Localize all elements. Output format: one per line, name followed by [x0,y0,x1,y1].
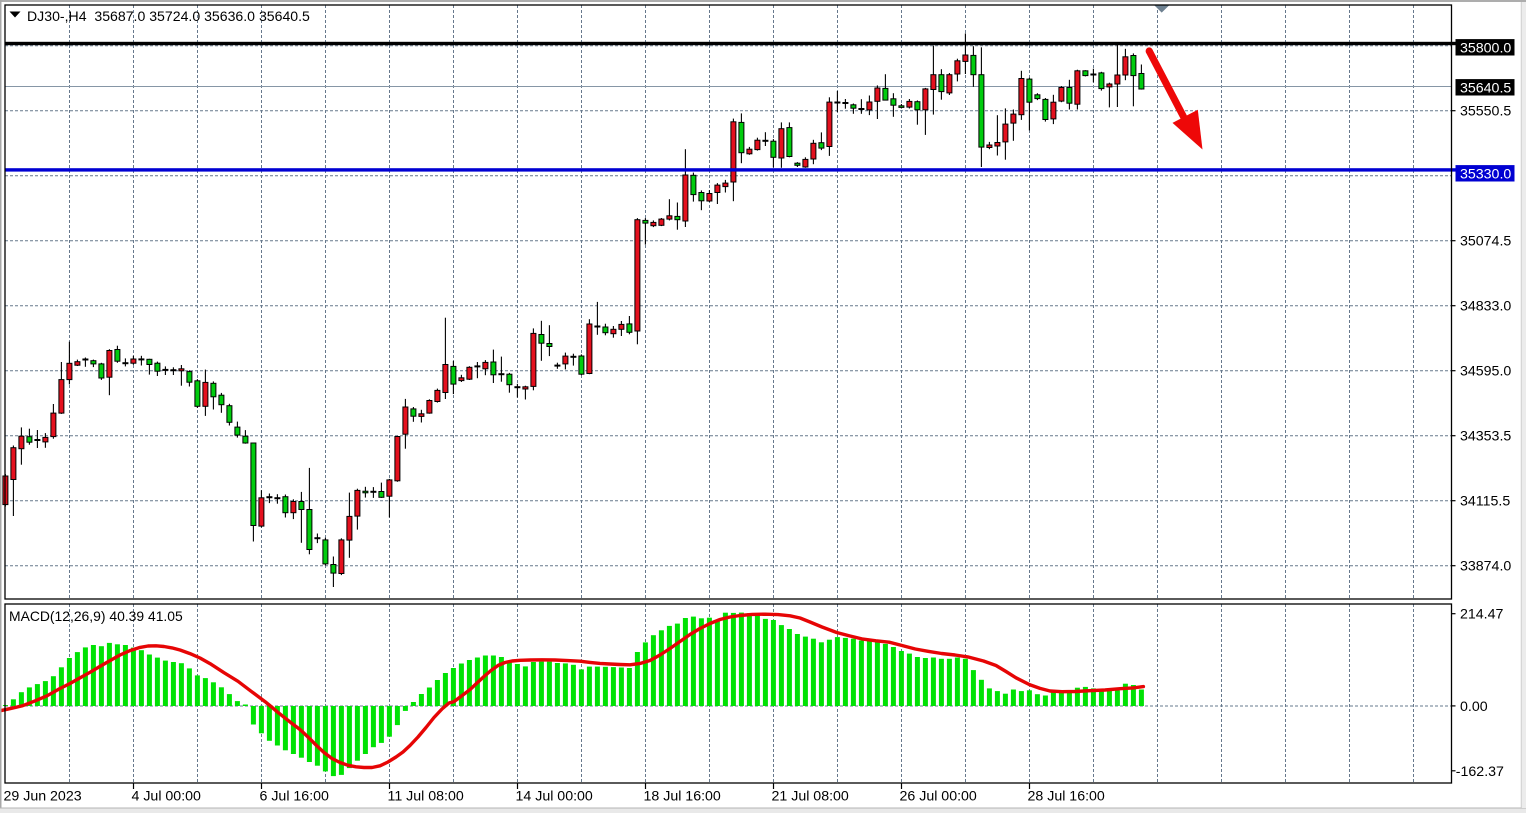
svg-text:35800.0: 35800.0 [1460,40,1511,56]
svg-text:35550.5: 35550.5 [1460,104,1511,120]
svg-text:0.00: 0.00 [1460,699,1488,715]
svg-text:21 Jul 08:00: 21 Jul 08:00 [772,789,849,805]
svg-text:34833.0: 34833.0 [1460,299,1511,315]
svg-text:35074.5: 35074.5 [1460,234,1511,250]
svg-text:214.47: 214.47 [1460,607,1504,623]
svg-text:26 Jul 00:00: 26 Jul 00:00 [900,789,977,805]
svg-text:18 Jul 16:00: 18 Jul 16:00 [644,789,721,805]
svg-text:34353.5: 34353.5 [1460,429,1511,445]
svg-text:-162.37: -162.37 [1456,764,1504,780]
svg-text:11 Jul 08:00: 11 Jul 08:00 [388,789,464,805]
svg-text:14 Jul 00:00: 14 Jul 00:00 [516,789,593,805]
svg-text:33874.0: 33874.0 [1460,559,1511,575]
svg-text:34595.0: 34595.0 [1460,364,1511,380]
svg-text:35640.5: 35640.5 [1460,80,1511,96]
svg-text:35330.0: 35330.0 [1460,166,1511,182]
svg-text:MACD(12,26,9) 40.39 41.05: MACD(12,26,9) 40.39 41.05 [9,608,183,624]
svg-text:29 Jun 2023: 29 Jun 2023 [4,789,82,805]
svg-text:6 Jul 16:00: 6 Jul 16:00 [260,789,330,805]
svg-text:28 Jul 16:00: 28 Jul 16:00 [1028,789,1105,805]
svg-text:4 Jul 00:00: 4 Jul 00:00 [132,789,202,805]
svg-text:34115.5: 34115.5 [1460,494,1510,510]
svg-text:DJ30-,H4 35687.0 35724.0 3563: DJ30-,H4 35687.0 35724.0 35636.0 35640.5 [27,8,310,24]
